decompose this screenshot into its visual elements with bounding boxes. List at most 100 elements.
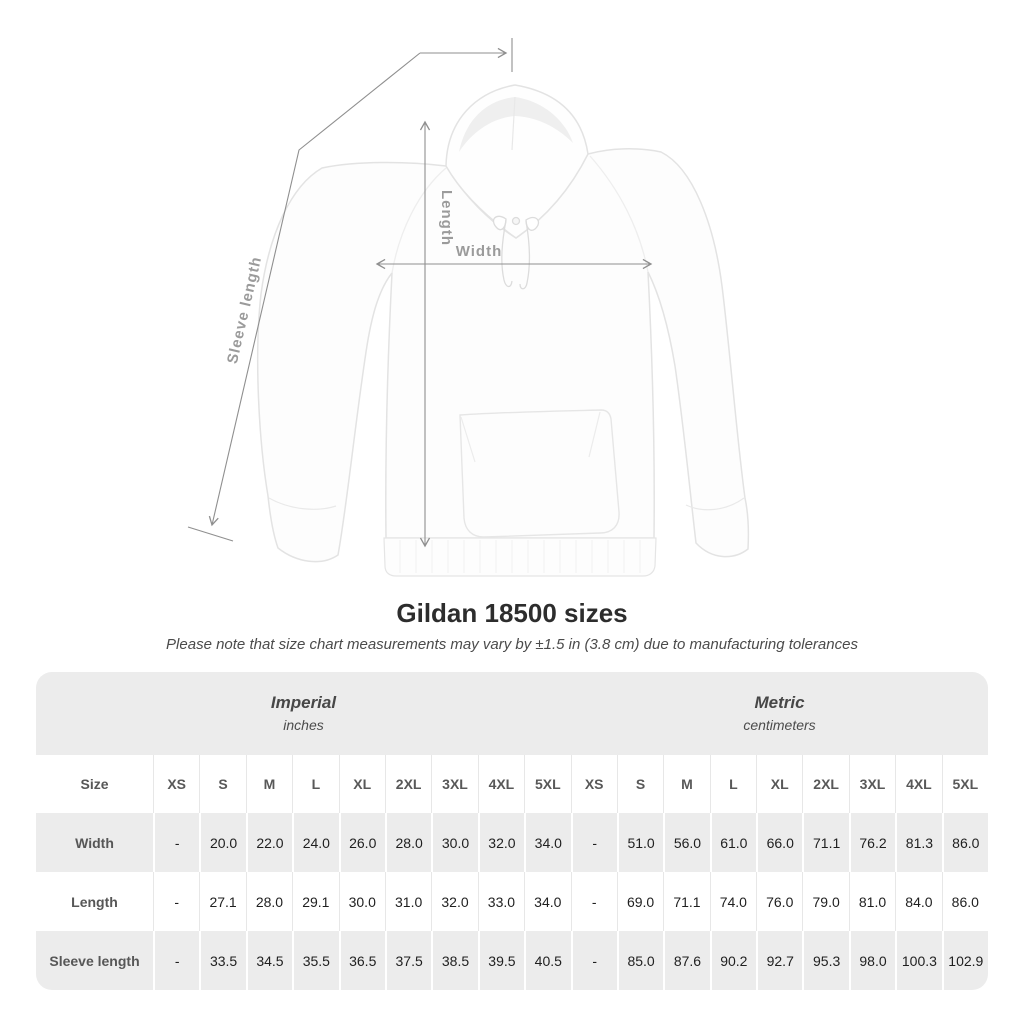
measurement-value: 30.0 xyxy=(431,813,478,872)
pocket-opening-right xyxy=(588,411,601,458)
right-armhole-seam xyxy=(589,155,649,273)
width-measure: Width xyxy=(375,243,653,270)
measurement-value: 69.0 xyxy=(616,872,664,931)
measurement-value: - xyxy=(570,872,617,931)
measurement-value: 81.0 xyxy=(848,872,896,931)
measurement-value: 74.0 xyxy=(709,872,757,931)
measurement-value: 37.5 xyxy=(384,931,432,990)
measurement-value: 33.0 xyxy=(477,872,525,931)
measurement-value: 76.0 xyxy=(756,872,803,931)
size-column-header: 3XL xyxy=(848,755,896,813)
measurement-value: 28.0 xyxy=(384,813,432,872)
measurement-value: 92.7 xyxy=(756,931,803,990)
imperial-unit: inches xyxy=(283,717,324,733)
measurement-value: 98.0 xyxy=(848,931,896,990)
size-column-header: M xyxy=(663,755,710,813)
measurement-value: 39.5 xyxy=(477,931,525,990)
row-label: Length xyxy=(36,872,153,931)
size-table: Imperial inches Metric centimeters Size X… xyxy=(36,672,988,990)
measurement-value: 56.0 xyxy=(663,813,710,872)
drawstring xyxy=(492,215,540,290)
measurement-value: 34.0 xyxy=(524,813,571,872)
measurement-value: 34.0 xyxy=(524,872,571,931)
measurement-value: 84.0 xyxy=(895,872,942,931)
size-column-header: 5XL xyxy=(941,755,988,813)
measurement-value: 33.5 xyxy=(199,931,246,990)
measurement-value: 87.6 xyxy=(663,931,710,990)
size-column-header: L xyxy=(709,755,757,813)
measurement-value: 100.3 xyxy=(895,931,942,990)
measurement-value: - xyxy=(153,931,200,990)
measurement-value: - xyxy=(153,813,200,872)
length-measure: Length xyxy=(419,120,455,548)
kangaroo-pocket xyxy=(459,409,620,538)
measurement-value: 31.0 xyxy=(384,872,432,931)
size-column-header: 3XL xyxy=(431,755,478,813)
measurement-value: 24.0 xyxy=(292,813,339,872)
pocket-opening-left xyxy=(460,416,476,463)
page-title: Gildan 18500 sizes xyxy=(396,598,628,628)
size-column-header: S xyxy=(199,755,246,813)
size-grid: Size XS S M L XL 2XL 3XL 4XL 5XL XS S M L XL 2XL 3XL 4XL 5… xyxy=(36,755,988,990)
size-column-header: 5XL xyxy=(524,755,571,813)
imperial-label: Imperial xyxy=(270,693,337,712)
hoodie-illustration xyxy=(256,84,750,577)
measurement-value: - xyxy=(153,872,200,931)
size-column-header: 4XL xyxy=(895,755,942,813)
metric-group-header: Metric centimeters xyxy=(571,672,988,755)
hood-inner-shadow xyxy=(459,97,573,152)
measurement-value: - xyxy=(570,931,617,990)
size-column-header: 2XL xyxy=(384,755,432,813)
measurement-value: 51.0 xyxy=(616,813,664,872)
measurement-value: 27.1 xyxy=(199,872,246,931)
row-label: Width xyxy=(36,813,153,872)
measurement-value: 29.1 xyxy=(292,872,339,931)
right-cuff-seam xyxy=(685,497,745,511)
length-label: Length xyxy=(438,190,455,246)
measurement-value: 66.0 xyxy=(756,813,803,872)
sleeve-length-diagonal xyxy=(208,52,421,527)
size-column-header: XS xyxy=(153,755,200,813)
measurement-value: 95.3 xyxy=(802,931,849,990)
hoodie-body xyxy=(256,148,750,563)
measurement-value: 30.0 xyxy=(338,872,385,931)
left-cuff-seam xyxy=(268,497,337,510)
metric-label: Metric xyxy=(754,693,805,712)
measurement-value: 76.2 xyxy=(848,813,896,872)
measurement-value: 22.0 xyxy=(245,813,293,872)
size-column-header: S xyxy=(616,755,664,813)
tolerance-note: Please note that size chart measurements… xyxy=(166,636,858,653)
measurement-value: 71.1 xyxy=(663,872,710,931)
measurement-value: 20.0 xyxy=(199,813,246,872)
hem-ribbing xyxy=(399,540,641,573)
width-label: Width xyxy=(456,243,503,260)
hood-center-seam xyxy=(511,96,516,151)
measurement-value: 86.0 xyxy=(941,813,988,872)
measurement-value: 86.0 xyxy=(941,872,988,931)
measurement-value: 32.0 xyxy=(477,813,525,872)
size-column-header: M xyxy=(245,755,293,813)
corner-header-size: Size xyxy=(36,755,153,813)
measurement-value: 102.9 xyxy=(941,931,988,990)
size-column-header: 4XL xyxy=(477,755,525,813)
measurement-value: 35.5 xyxy=(292,931,339,990)
imperial-group-header: Imperial inches xyxy=(36,672,571,755)
row-label: Sleeve length xyxy=(36,931,153,990)
measurement-value: 36.5 xyxy=(338,931,385,990)
measurement-value: 71.1 xyxy=(802,813,849,872)
hoodie-measurement-figure: Sleeve length Length Width xyxy=(187,38,750,577)
measurement-value: 38.5 xyxy=(431,931,478,990)
size-column-header: XL xyxy=(338,755,385,813)
measurement-value: 61.0 xyxy=(709,813,757,872)
measurement-value: 79.0 xyxy=(802,872,849,931)
size-column-header: XS xyxy=(570,755,617,813)
measurement-value: 26.0 xyxy=(338,813,385,872)
size-column-header: XL xyxy=(756,755,803,813)
measurement-value: 28.0 xyxy=(245,872,293,931)
size-column-header: L xyxy=(292,755,339,813)
measurement-value: 34.5 xyxy=(245,931,293,990)
measurement-value: 85.0 xyxy=(616,931,664,990)
size-column-header: 2XL xyxy=(802,755,849,813)
measurement-value: 81.3 xyxy=(895,813,942,872)
